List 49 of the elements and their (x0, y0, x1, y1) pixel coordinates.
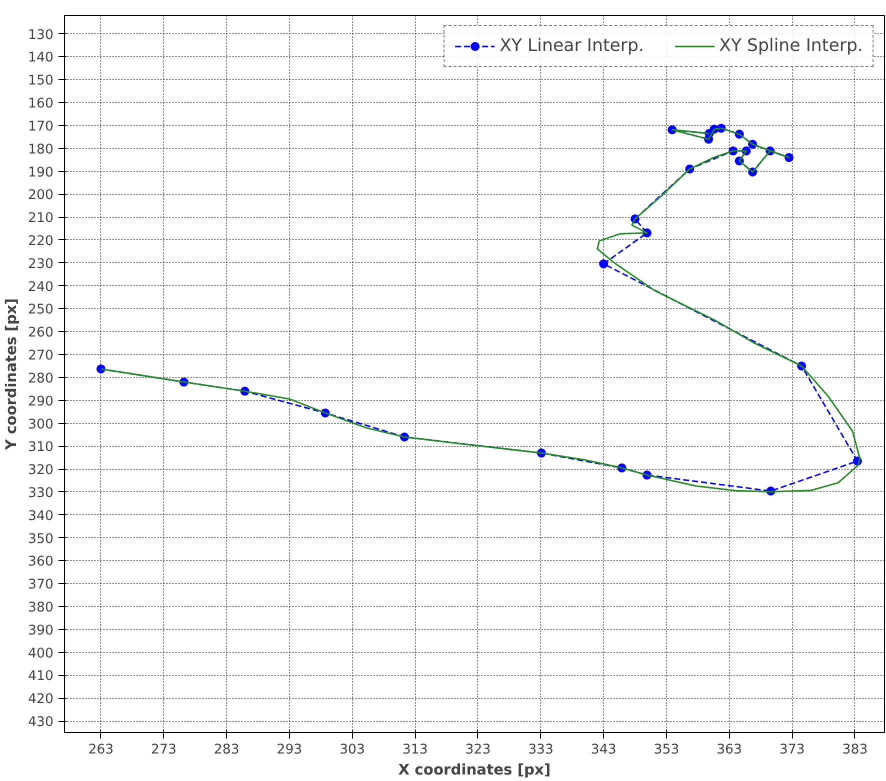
x-tick-label: 273 (151, 742, 177, 758)
y-tick-label: 300 (28, 417, 54, 432)
y-tick-label: 240 (28, 280, 54, 295)
legend-label: XY Spline Interp. (719, 36, 863, 56)
y-tick-label: 310 (28, 440, 54, 456)
y-axis-title: Y coordinates [px] (3, 298, 20, 451)
x-tick-label: 263 (88, 742, 114, 758)
y-tick-label: 420 (28, 692, 54, 708)
y-tick-label: 260 (28, 326, 54, 341)
x-tick-label: 313 (402, 742, 428, 758)
y-tick-label: 220 (28, 234, 54, 249)
point (599, 259, 608, 268)
y-tick-label: 320 (28, 463, 54, 478)
y-tick-label: 360 (28, 554, 54, 570)
x-tick-label: 293 (276, 742, 302, 758)
y-tick-label: 400 (28, 646, 54, 662)
y-tick-label: 180 (28, 142, 54, 158)
x-tick-label: 353 (654, 742, 680, 758)
x-tick-label: 323 (465, 742, 491, 758)
y-tick-label: 170 (28, 119, 54, 134)
y-tick-label: 350 (28, 532, 54, 547)
y-tick-label: 290 (28, 394, 54, 410)
y-tick-label: 230 (28, 256, 54, 272)
y-tick-label: 330 (28, 486, 54, 501)
y-tick-label: 160 (28, 96, 54, 112)
y-tick-label: 380 (28, 600, 54, 616)
x-axis-title: X coordinates [px] (398, 762, 551, 778)
y-tick-label: 390 (28, 623, 54, 638)
x-tick-label: 373 (779, 742, 805, 758)
legend-label: XY Linear Interp. (500, 36, 644, 56)
y-tick-label: 190 (28, 165, 54, 180)
x-tick-label: 283 (214, 742, 240, 758)
y-tick-label: 250 (28, 302, 54, 318)
y-tick-label: 340 (28, 508, 54, 524)
y-tick-label: 200 (28, 188, 54, 204)
y-tick-label: 150 (28, 74, 54, 89)
y-tick-label: 210 (28, 211, 54, 226)
x-tick-label: 303 (340, 742, 366, 758)
y-tick-label: 410 (28, 669, 54, 684)
x-tick-label: 363 (716, 742, 742, 758)
y-tick-label: 140 (28, 50, 54, 66)
y-tick-label: 430 (28, 715, 54, 730)
y-tick-label: 270 (28, 348, 54, 364)
y-tick-label: 370 (28, 578, 54, 593)
y-tick-label: 130 (28, 28, 54, 43)
x-tick-label: 383 (842, 742, 868, 758)
x-tick-label: 333 (528, 742, 554, 758)
y-tick-label: 280 (28, 371, 54, 386)
x-tick-label: 343 (590, 742, 616, 758)
